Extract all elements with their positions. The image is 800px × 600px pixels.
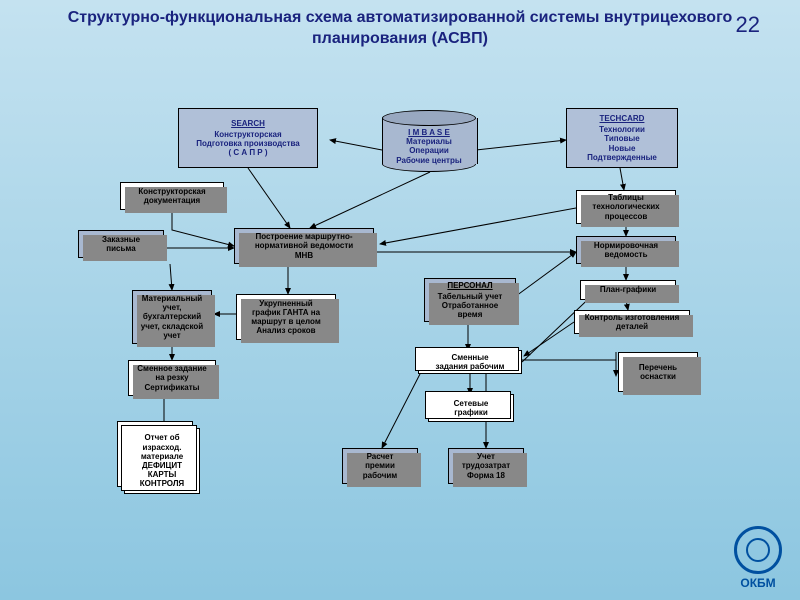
edge (330, 140, 382, 150)
logo-text: ОКБМ (734, 576, 782, 590)
page-title: Структурно-функциональная схема автомати… (60, 8, 740, 50)
node-imbase: I M B A S EМатериалыОперацииРабочие цент… (382, 110, 476, 172)
page-number: 22 (736, 12, 760, 38)
edge (172, 210, 234, 246)
edge (476, 140, 566, 150)
edge (620, 168, 624, 190)
edge (248, 168, 290, 228)
edge (310, 172, 430, 228)
node-techcard: TECHCARDТехнологииТиповыеНовыеПодтвержде… (566, 108, 678, 168)
edge (382, 374, 420, 448)
node-matuch: Материальныйучет,бухгалтерскийучет, скла… (132, 290, 212, 344)
node-search: SEARCHКонструкторскаяПодготовка производ… (178, 108, 318, 168)
edge (516, 252, 576, 296)
node-mnv: Построение маршрутно-нормативной ведомос… (234, 228, 374, 264)
edge (380, 208, 576, 244)
node-trudoz: УчеттрудозатратФорма 18 (448, 448, 524, 484)
node-kontrol: Контроль изготовлениядеталей (574, 310, 690, 334)
node-setgraf: Сетевыеграфики (428, 394, 514, 422)
edge (522, 352, 616, 376)
node-raschet: Расчетпремиирабочим (342, 448, 418, 484)
okbm-logo: ОКБМ (734, 526, 782, 590)
edge (524, 322, 574, 356)
node-otchet: Отчет обизрасход.материалеДЕФИЦИТКАРТЫКО… (124, 428, 200, 494)
node-zakaz: Заказныеписьма (78, 230, 164, 258)
node-tabtp: Таблицытехнологическихпроцессов (576, 190, 676, 224)
node-smenrab: Сменныезадания рабочим (418, 350, 522, 374)
edges-layer (0, 0, 800, 600)
node-smena: Сменное заданиена резкуСертификаты (128, 360, 216, 396)
node-norm: Нормировочнаяведомость (576, 236, 676, 264)
node-personal: ПЕРСОНАЛТабельный учетОтработанноевремя (424, 278, 516, 322)
node-gantt: Укрупненныйграфик ГАНТА намаршрут в цело… (236, 294, 336, 340)
edge (170, 264, 172, 290)
node-perechen: Переченьоснастки (618, 352, 698, 392)
node-plangraf: План-графики (580, 280, 676, 300)
node-kd: Конструкторскаядокументация (120, 182, 224, 210)
